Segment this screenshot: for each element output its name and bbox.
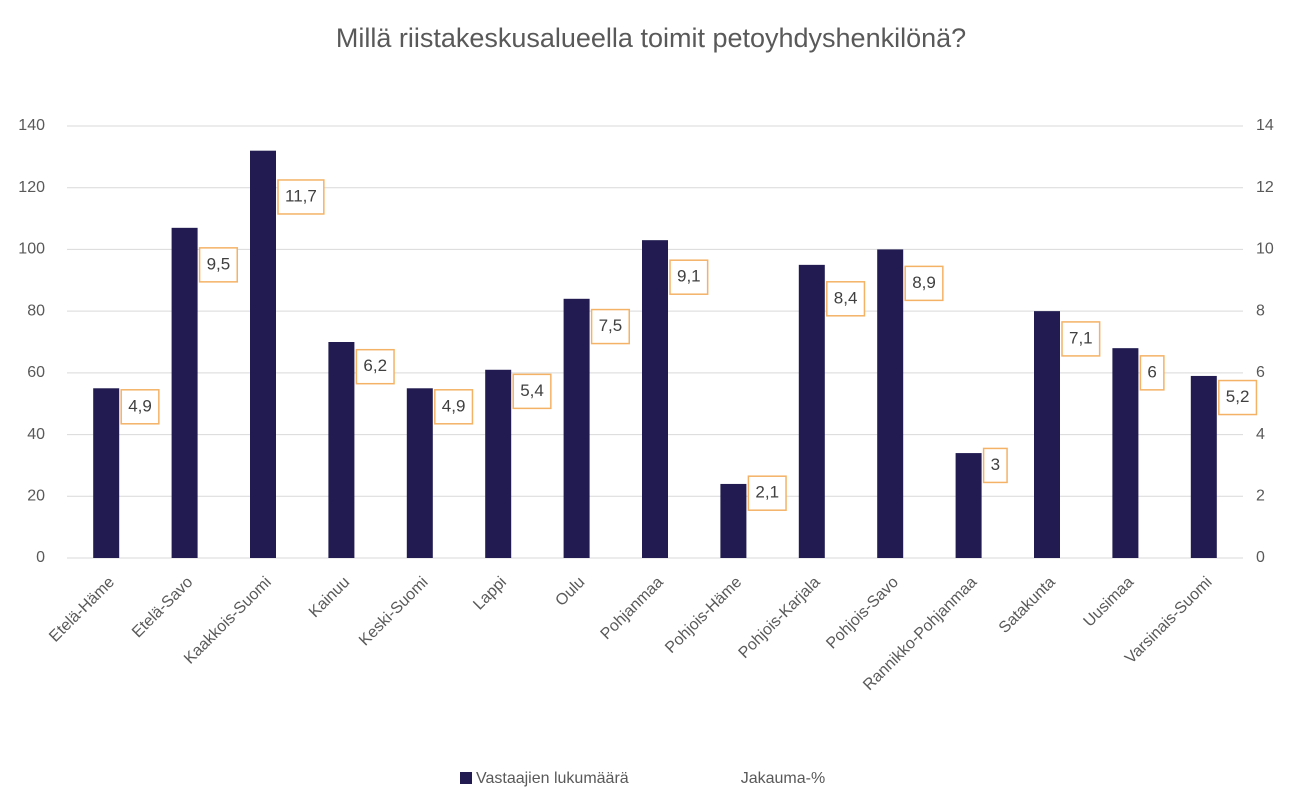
data-label: 8,9 [904, 265, 944, 302]
bar [1034, 311, 1060, 558]
data-label-box [1061, 321, 1101, 357]
data-label: 9,5 [198, 247, 238, 283]
bar [642, 240, 668, 558]
data-label-text: 4,9 [442, 396, 466, 415]
data-label-box [669, 259, 709, 295]
x-tick-label: Pohjanmaa [598, 574, 667, 643]
x-tick-label: Etelä-Savo [129, 574, 196, 641]
data-label: 4,9 [434, 389, 474, 425]
data-label: 11,7 [277, 179, 325, 215]
data-label: 7,1 [1061, 321, 1101, 357]
y-tick-label: 40 [27, 426, 45, 443]
data-label-text: 6 [1147, 362, 1156, 381]
data-label-box [904, 265, 944, 302]
bar [955, 453, 982, 558]
data-label-box [198, 247, 238, 283]
data-label-box [120, 389, 160, 425]
y-tick-label: 140 [18, 117, 45, 134]
data-label-box [1139, 355, 1165, 391]
chart-title: Millä riistakeskusalueella toimit petoyh… [336, 23, 966, 53]
data-label-text: 7,1 [1069, 328, 1093, 347]
bar [563, 298, 590, 558]
data-label-box [512, 373, 552, 410]
data-label-text: 9,1 [677, 267, 701, 286]
y-tick-label: 100 [18, 241, 45, 258]
bar [877, 249, 904, 558]
data-label: 7,5 [590, 308, 630, 345]
data-label: 4,9 [120, 389, 160, 425]
y2-tick-label: 2 [1256, 488, 1265, 505]
data-label: 5,2 [1218, 379, 1258, 416]
bar [171, 227, 198, 559]
data-label-text: 6,2 [363, 356, 387, 375]
x-tick-label: Kainuu [306, 574, 353, 621]
y-tick-label: 0 [36, 549, 45, 566]
data-label: 2,1 [747, 475, 787, 511]
bar [1112, 348, 1139, 558]
bar [406, 388, 433, 558]
data-label-text: 11,7 [285, 186, 317, 205]
data-label-text: 2,1 [755, 483, 779, 502]
y2-tick-label: 14 [1256, 117, 1274, 134]
data-label-box [355, 348, 395, 385]
data-label-text: 7,5 [599, 316, 623, 335]
data-label-text: 4,9 [128, 396, 152, 415]
data-label-box [590, 308, 630, 345]
bar [93, 388, 120, 558]
data-label-box [277, 179, 325, 215]
data-label-box [434, 389, 474, 425]
x-tick-label: Pohjois-Savo [823, 574, 902, 653]
data-label: 5,4 [512, 373, 552, 410]
legend-label: Jakauma-% [741, 770, 825, 787]
data-label-box [747, 475, 787, 511]
x-tick-label: Etelä-Häme [46, 574, 118, 646]
data-label: 6,2 [355, 348, 395, 385]
x-tick-label: Lappi [470, 574, 510, 614]
legend-swatch [460, 772, 472, 784]
x-tick-label: Kaakkois-Suomi [181, 574, 275, 668]
x-tick-label: Satakunta [996, 574, 1059, 637]
y2-tick-label: 0 [1256, 549, 1265, 566]
x-tick-label: Varsinais-Suomi [1122, 574, 1216, 668]
bar [1190, 375, 1217, 558]
bar [720, 483, 747, 558]
data-label-text: 9,5 [207, 254, 231, 273]
data-label-box [1218, 379, 1258, 416]
y2-tick-label: 8 [1256, 302, 1265, 319]
data-label-box [826, 281, 866, 317]
data-label: 6 [1139, 355, 1165, 391]
legend-label: Vastaajien lukumäärä [476, 770, 629, 787]
x-tick-label: Uusimaa [1081, 574, 1138, 631]
y-tick-label: 80 [27, 302, 45, 319]
bar [328, 342, 355, 558]
y-tick-label: 120 [18, 179, 45, 196]
bar [250, 150, 276, 558]
y-tick-label: 20 [27, 488, 45, 505]
y2-tick-label: 4 [1256, 426, 1265, 443]
data-label: 9,1 [669, 259, 709, 295]
data-label: 3 [982, 447, 1008, 484]
data-label-text: 8,9 [912, 273, 936, 292]
x-tick-label: Keski-Suomi [356, 574, 432, 650]
data-label-box [982, 447, 1008, 484]
data-label-text: 5,2 [1226, 387, 1250, 406]
y2-tick-label: 12 [1256, 179, 1274, 196]
data-label-text: 3 [991, 455, 1000, 474]
y2-tick-label: 10 [1256, 241, 1274, 258]
data-label-text: 8,4 [834, 288, 858, 307]
data-label: 8,4 [826, 281, 866, 317]
y2-tick-label: 6 [1256, 364, 1265, 381]
bar [485, 369, 512, 558]
bar [798, 264, 825, 558]
x-tick-label: Oulu [552, 574, 588, 610]
x-tick-label: Pohjois-Karjala [735, 574, 823, 662]
x-tick-label: Pohjois-Häme [662, 574, 745, 657]
data-label-text: 5,4 [520, 381, 544, 400]
y-tick-label: 60 [27, 364, 45, 381]
